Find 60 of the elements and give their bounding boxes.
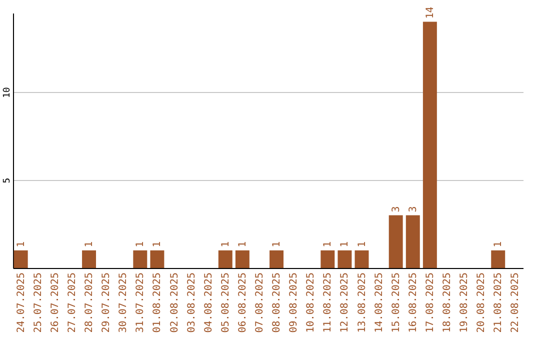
bar	[14, 250, 28, 268]
data-label: 1	[135, 241, 146, 248]
x-tick-label: 31.07.2025	[135, 272, 146, 333]
data-label: 1	[16, 241, 27, 248]
x-tick-label: 20.08.2025	[476, 272, 488, 333]
data-label: 1	[340, 241, 351, 248]
x-tick-label: 02.08.2025	[169, 272, 180, 333]
x-tick-label: 08.08.2025	[272, 272, 283, 333]
x-tick-label: 30.07.2025	[118, 272, 130, 333]
x-tick-label: 22.08.2025	[510, 272, 522, 333]
bar	[218, 250, 232, 268]
x-tick-label: 24.07.2025	[16, 272, 27, 333]
data-label: 1	[220, 241, 232, 248]
y-tick-label: 10	[2, 87, 12, 98]
bar	[133, 250, 148, 268]
x-tick-label: 11.08.2025	[322, 272, 334, 333]
x-tick-label: 21.08.2025	[493, 272, 504, 333]
x-tick-label: 27.07.2025	[66, 272, 78, 333]
data-label: 14	[424, 6, 436, 19]
bar	[354, 250, 369, 268]
bar	[422, 22, 437, 268]
data-label: 1	[493, 241, 504, 248]
bar	[150, 250, 164, 268]
bar	[338, 250, 352, 268]
data-label: 3	[390, 206, 402, 212]
bar	[82, 250, 96, 268]
bar	[270, 250, 284, 268]
x-tick-label: 06.08.2025	[237, 272, 248, 333]
x-tick-label: 14.08.2025	[374, 272, 385, 333]
x-tick-label: 25.07.2025	[32, 272, 44, 333]
x-tick-label: 10.08.2025	[306, 272, 317, 333]
x-tick-label: 26.07.2025	[50, 272, 61, 333]
data-label: 1	[272, 241, 283, 248]
data-label: 1	[322, 241, 334, 248]
x-tick-label: 19.08.2025	[459, 272, 470, 333]
x-tick-label: 04.08.2025	[203, 272, 214, 333]
data-label: 1	[356, 241, 368, 248]
x-tick-label: 29.07.2025	[101, 272, 112, 333]
x-tick-label: 16.08.2025	[408, 272, 419, 333]
y-tick-label: 5	[2, 178, 12, 184]
x-tick-label: 07.08.2025	[254, 272, 266, 333]
x-tick-label: 12.08.2025	[340, 272, 351, 333]
x-tick-label: 18.08.2025	[442, 272, 453, 333]
x-tick-label: 17.08.2025	[424, 272, 436, 333]
bar	[320, 250, 335, 268]
x-tick-label: 01.08.2025	[152, 272, 164, 333]
bar	[235, 250, 250, 268]
bar	[491, 250, 506, 268]
data-label: 1	[84, 241, 96, 248]
x-tick-label: 05.08.2025	[220, 272, 232, 333]
bar	[406, 215, 420, 268]
data-label: 1	[152, 241, 164, 248]
data-label: 3	[408, 206, 419, 212]
data-label: 1	[237, 241, 248, 248]
bar	[388, 215, 403, 268]
x-tick-label: 09.08.2025	[288, 272, 300, 333]
x-tick-label: 13.08.2025	[356, 272, 368, 333]
x-tick-label: 15.08.2025	[390, 272, 402, 333]
x-tick-label: 28.07.2025	[84, 272, 96, 333]
x-tick-label: 03.08.2025	[186, 272, 198, 333]
